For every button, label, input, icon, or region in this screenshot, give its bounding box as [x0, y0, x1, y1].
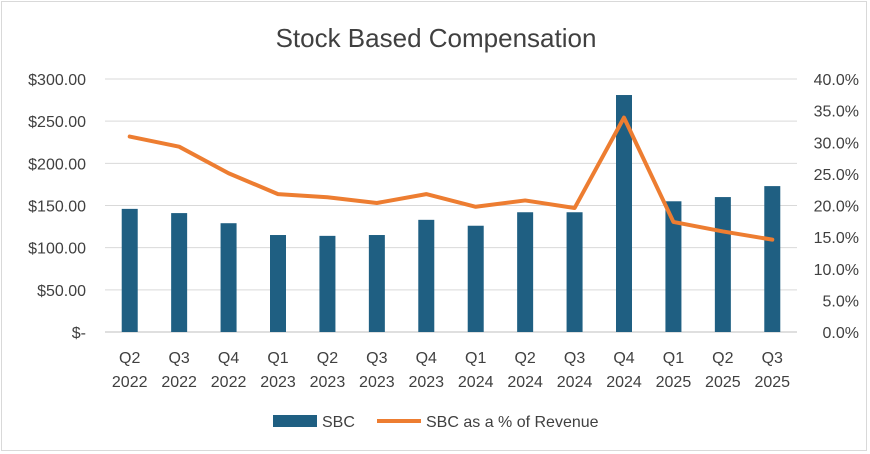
legend: SBC SBC as a % of Revenue [273, 414, 599, 431]
bar-sbc [319, 235, 336, 332]
x-tick-label-quarter: Q4 [218, 350, 239, 367]
x-tick-label-quarter: Q2 [317, 350, 338, 367]
x-tick-label-year: 2022 [211, 374, 247, 391]
x-tick-label-year: 2024 [458, 374, 494, 391]
x-tick-label-year: 2023 [260, 374, 296, 391]
y-right-tick-label: 0.0% [823, 325, 859, 342]
x-tick-label-quarter: Q4 [416, 350, 437, 367]
y-left-tick-label: $- [72, 325, 86, 342]
bar-sbc [714, 197, 731, 332]
x-tick-label-year: 2024 [606, 374, 642, 391]
gridlines [105, 78, 797, 333]
bar-sbc [566, 212, 583, 332]
y-right-tick-label: 5.0% [823, 293, 859, 310]
chart-title: Stock Based Compensation [276, 23, 597, 53]
bar-sbc [121, 208, 138, 332]
bar-sbc [517, 212, 534, 332]
legend-label-sbc-pct: SBC as a % of Revenue [426, 414, 599, 431]
bar-sbc [418, 219, 435, 332]
bar-series-sbc [121, 95, 781, 332]
y-right-tick-label: 40.0% [814, 72, 859, 89]
y-right-tick-label: 30.0% [814, 135, 859, 152]
bar-sbc [368, 235, 385, 332]
y-left-tick-label: $150.00 [28, 199, 86, 216]
y-left-tick-label: $200.00 [28, 156, 86, 173]
x-tick-label-quarter: Q2 [514, 350, 535, 367]
y-left-tick-label: $100.00 [28, 241, 86, 258]
x-tick-label-quarter: Q3 [564, 350, 585, 367]
legend-swatch-sbc [273, 415, 317, 427]
x-tick-label-year: 2025 [705, 374, 741, 391]
line-sbc-pct-path [127, 115, 775, 242]
y-right-tick-label: 25.0% [814, 167, 859, 184]
x-tick-label-quarter: Q1 [465, 350, 486, 367]
x-tick-label-quarter: Q1 [663, 350, 684, 367]
x-tick-label-year: 2023 [408, 374, 444, 391]
x-tick-label-quarter: Q4 [613, 350, 634, 367]
y-axis-right: 40.0% 35.0% 30.0% 25.0% 20.0% 15.0% 10.0% 5.0% 0… [814, 72, 859, 342]
bar-sbc [171, 213, 188, 332]
x-tick-label-year: 2022 [112, 374, 148, 391]
line-series-sbc-pct [127, 115, 775, 242]
y-axis-left: $300.00 $250.00 $200.00 $150.00 $100.00 $50.0… [28, 72, 86, 342]
legend-label-sbc: SBC [322, 414, 355, 431]
x-tick-label-year: 2025 [754, 374, 790, 391]
x-axis: Q2 2022 Q3 2022 Q4 2022 Q1 2023 Q2 2023 Q3 2023 Q4 20… [112, 350, 790, 391]
x-tick-label-quarter: Q3 [366, 350, 387, 367]
x-tick-label-quarter: Q3 [168, 350, 189, 367]
y-left-tick-label: $300.00 [28, 72, 86, 89]
y-left-tick-label: $50.00 [37, 283, 86, 300]
bar-sbc [467, 225, 484, 332]
x-tick-label-year: 2024 [507, 374, 543, 391]
x-tick-label-quarter: Q3 [762, 350, 783, 367]
x-tick-label-year: 2024 [557, 374, 593, 391]
bar-sbc [665, 201, 682, 332]
x-tick-label-year: 2023 [310, 374, 346, 391]
bar-sbc [764, 186, 781, 332]
y-right-tick-label: 15.0% [814, 230, 859, 247]
x-tick-label-quarter: Q1 [267, 350, 288, 367]
y-left-tick-label: $250.00 [28, 114, 86, 131]
x-tick-label-year: 2022 [161, 374, 197, 391]
x-tick-label-quarter: Q2 [119, 350, 140, 367]
x-tick-label-year: 2023 [359, 374, 395, 391]
bar-sbc [220, 223, 237, 332]
y-right-tick-label: 10.0% [814, 262, 859, 279]
x-tick-label-year: 2025 [656, 374, 692, 391]
y-right-tick-label: 35.0% [814, 104, 859, 121]
bar-sbc [616, 95, 632, 332]
bar-sbc [270, 235, 286, 332]
x-tick-label-quarter: Q2 [712, 350, 733, 367]
y-right-tick-label: 20.0% [814, 199, 859, 216]
